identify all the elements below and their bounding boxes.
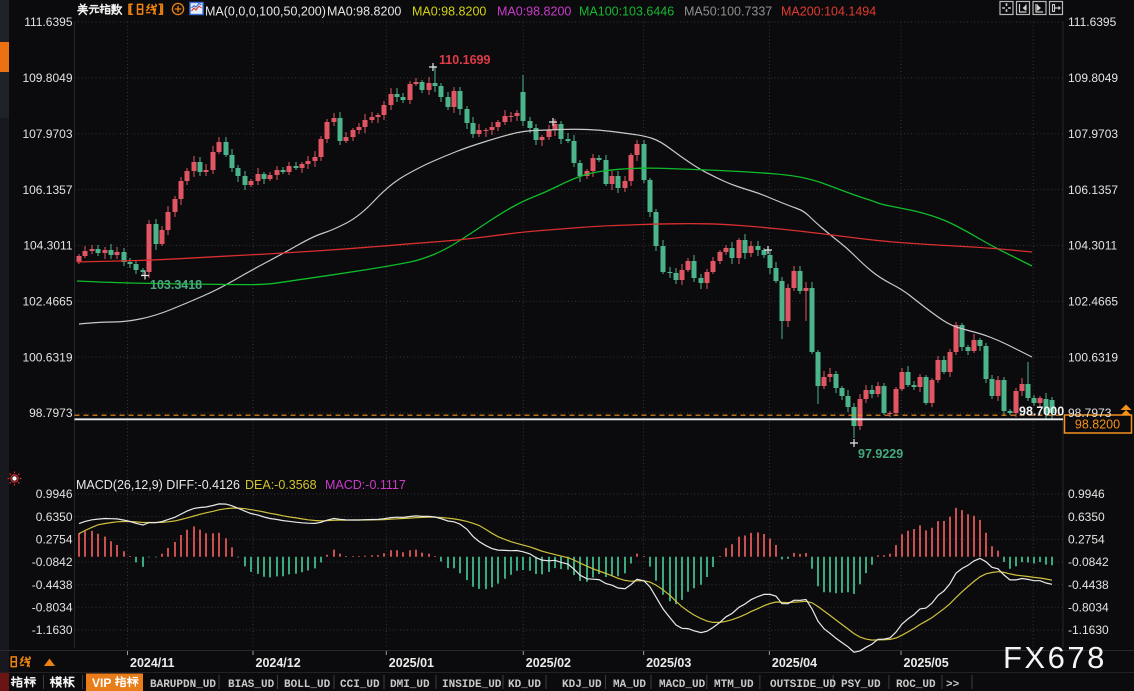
svg-text:MA0:98.8200: MA0:98.8200	[412, 5, 486, 19]
svg-text:-1.1630: -1.1630	[1068, 623, 1109, 637]
svg-text:2024/11: 2024/11	[130, 656, 175, 670]
svg-text:KDJ_UD: KDJ_UD	[562, 679, 602, 691]
svg-text:97.9229: 97.9229	[858, 447, 903, 461]
svg-text:2025/02: 2025/02	[526, 656, 571, 670]
svg-text:MA50:100.7337: MA50:100.7337	[684, 5, 772, 19]
svg-text:104.3011: 104.3011	[1068, 239, 1117, 253]
svg-text:106.1357: 106.1357	[1068, 183, 1118, 197]
svg-text:MA0:98.8200: MA0:98.8200	[327, 5, 401, 19]
svg-text:-0.0842: -0.0842	[1068, 555, 1109, 569]
svg-text:111.6395: 111.6395	[1068, 15, 1117, 29]
svg-text:ROC_UD: ROC_UD	[896, 679, 936, 691]
svg-text:106.1357: 106.1357	[22, 183, 72, 197]
svg-text:100.6319: 100.6319	[22, 350, 72, 364]
svg-text:107.9703: 107.9703	[22, 127, 72, 141]
svg-text:VIP: VIP	[92, 676, 111, 690]
svg-text:98.8200: 98.8200	[1075, 418, 1120, 432]
svg-text:103.3418: 103.3418	[150, 278, 202, 292]
svg-text:2025/04: 2025/04	[772, 656, 817, 670]
svg-text:-0.0842: -0.0842	[32, 555, 73, 569]
svg-text:MA100:103.6446: MA100:103.6446	[579, 5, 674, 19]
svg-text:-0.4438: -0.4438	[32, 578, 73, 592]
svg-text:110.1699: 110.1699	[439, 53, 490, 67]
svg-text:2025/01: 2025/01	[389, 656, 434, 670]
svg-text:MA200:104.1494: MA200:104.1494	[781, 5, 876, 19]
svg-text:DMI_UD: DMI_UD	[390, 679, 430, 691]
svg-text:107.9703: 107.9703	[1068, 127, 1118, 141]
svg-text:98.7973: 98.7973	[1068, 406, 1112, 420]
svg-text:2025/03: 2025/03	[646, 656, 691, 670]
svg-text:2024/12: 2024/12	[256, 656, 301, 670]
svg-text:109.8049: 109.8049	[22, 71, 72, 85]
svg-text:MACD:-0.1117: MACD:-0.1117	[325, 478, 406, 492]
svg-text:MACD(26,12,9) DIFF:-0.4126: MACD(26,12,9) DIFF:-0.4126	[76, 478, 240, 492]
svg-text:0.6350: 0.6350	[36, 510, 73, 524]
svg-text:102.4665: 102.4665	[22, 295, 72, 309]
svg-text:>>: >>	[946, 679, 960, 691]
svg-text:0.6350: 0.6350	[1068, 510, 1105, 524]
svg-text:98.7973: 98.7973	[29, 406, 73, 420]
svg-text:MA_UD: MA_UD	[613, 679, 646, 691]
svg-text:-0.4438: -0.4438	[1068, 578, 1109, 592]
svg-text:0.2754: 0.2754	[1068, 533, 1105, 547]
svg-text:MA(0,0,0,100,50,200): MA(0,0,0,100,50,200)	[205, 5, 326, 19]
svg-text:-0.8034: -0.8034	[32, 601, 73, 615]
svg-text:104.3011: 104.3011	[23, 239, 72, 253]
svg-text:PSY_UD: PSY_UD	[841, 679, 881, 691]
svg-text:109.8049: 109.8049	[1068, 71, 1118, 85]
svg-text:111.6395: 111.6395	[24, 15, 73, 29]
svg-text:INSIDE_UD: INSIDE_UD	[442, 679, 502, 691]
svg-text:MTM_UD: MTM_UD	[714, 679, 754, 691]
svg-text:BOLL_UD: BOLL_UD	[284, 679, 331, 691]
svg-text:102.4665: 102.4665	[1068, 295, 1118, 309]
svg-text:-0.8034: -0.8034	[1068, 601, 1109, 615]
svg-text:-1.1630: -1.1630	[32, 623, 73, 637]
svg-text:BARUPDN_UD: BARUPDN_UD	[150, 679, 216, 691]
svg-text:100.6319: 100.6319	[1068, 350, 1118, 364]
svg-text:FX678: FX678	[1003, 640, 1107, 675]
svg-text:BIAS_UD: BIAS_UD	[228, 679, 275, 691]
svg-text:2025/05: 2025/05	[904, 656, 949, 670]
svg-text:DEA:-0.3568: DEA:-0.3568	[245, 478, 317, 492]
svg-text:MACD_UD: MACD_UD	[659, 679, 706, 691]
svg-text:OUTSIDE_UD: OUTSIDE_UD	[770, 679, 836, 691]
svg-text:CCI_UD: CCI_UD	[340, 679, 380, 691]
svg-text:0.2754: 0.2754	[36, 533, 73, 547]
svg-text:MA0:98.8200: MA0:98.8200	[497, 5, 571, 19]
svg-text:98.7000: 98.7000	[1019, 405, 1064, 419]
svg-text:KD_UD: KD_UD	[508, 679, 541, 691]
svg-text:0.9946: 0.9946	[36, 487, 73, 501]
svg-text:0.9946: 0.9946	[1068, 487, 1105, 501]
